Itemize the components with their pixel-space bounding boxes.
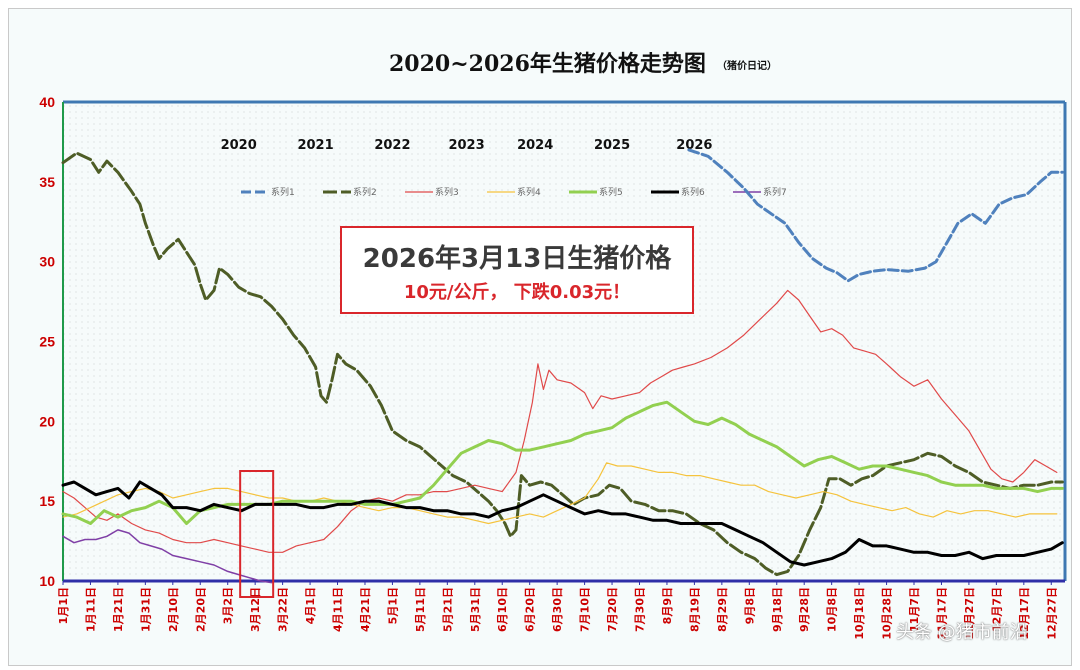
- legend-label-7: 系列7: [763, 186, 787, 198]
- watermark-text: 头条 @猪市前沿: [896, 622, 1028, 643]
- year-label-2022: 2022: [374, 138, 410, 153]
- x-tick-label: 3月2日: [222, 587, 235, 624]
- x-tick-label: 10月8日: [826, 587, 839, 632]
- y-tick-label: 35: [39, 174, 55, 190]
- x-tick-label: 7月30日: [633, 587, 646, 632]
- x-tick-label: 5月31日: [469, 587, 482, 632]
- year-label-2023: 2023: [448, 138, 484, 153]
- x-tick-label: 4月11日: [332, 587, 345, 632]
- plot-background: [63, 102, 1065, 581]
- x-tick-label: 4月1日: [304, 587, 317, 624]
- x-tick-label: 8月19日: [688, 587, 701, 632]
- x-tick-label: 8月29日: [716, 587, 729, 632]
- x-tick-label: 10月18日: [853, 587, 866, 640]
- series-line-6: [61, 480, 1064, 567]
- chart-title: 2020~2026年生猪价格走势图: [389, 51, 706, 77]
- year-label-2026: 2026: [676, 138, 712, 153]
- y-tick-label: 25: [39, 334, 55, 350]
- x-tick-label: 1月21日: [112, 587, 125, 632]
- x-tick-label: 2月10日: [167, 587, 180, 632]
- x-tick-label: 4月21日: [359, 587, 372, 632]
- series-line-2: [61, 151, 1064, 577]
- legend-label-5: 系列5: [599, 186, 623, 198]
- legend-label-2: 系列2: [353, 186, 377, 198]
- x-tick-label: 3月22日: [277, 587, 290, 632]
- series-line-5: [61, 400, 1064, 525]
- year-label-2024: 2024: [517, 138, 553, 153]
- series-line-4: [62, 462, 1058, 525]
- x-tick-label: 12月27日: [1045, 587, 1058, 640]
- y-tick-label: 30: [39, 254, 55, 270]
- x-tick-label: 11月7日: [908, 587, 921, 632]
- annotation-headline: 2026年3月13日生猪价格: [362, 244, 672, 274]
- legend-label-6: 系列6: [681, 186, 705, 198]
- x-tick-label: 1月11日: [84, 587, 97, 632]
- series-line-7: [62, 529, 273, 584]
- x-tick-label: 7月20日: [606, 587, 619, 632]
- x-tick-label: 9月18日: [771, 587, 784, 632]
- x-tick-label: 11月17日: [935, 587, 948, 640]
- legend-label-3: 系列3: [435, 186, 459, 198]
- x-tick-label: 7月10日: [579, 587, 592, 632]
- year-label-2025: 2025: [594, 138, 630, 153]
- series-line-1: [687, 148, 1064, 283]
- series-line-3: [62, 289, 1058, 553]
- legend-label-4: 系列4: [517, 186, 541, 198]
- x-tick-label: 5月1日: [386, 587, 399, 624]
- highlight-box-mar12: [239, 470, 275, 598]
- chart-subtitle: （猪价日记）: [717, 59, 777, 72]
- x-tick-label: 10月28日: [881, 587, 894, 640]
- year-label-2020: 2020: [221, 138, 257, 153]
- year-label-2021: 2021: [297, 138, 333, 153]
- x-tick-label: 8月9日: [661, 587, 674, 624]
- x-tick-label: 11月27日: [963, 587, 976, 640]
- x-tick-label: 1月31日: [139, 587, 152, 632]
- y-tick-label: 20: [39, 413, 55, 429]
- x-tick-label: 6月20日: [524, 587, 537, 632]
- x-tick-label: 3月12日: [249, 587, 262, 632]
- x-tick-label: 6月10日: [496, 587, 509, 632]
- x-tick-label: 12月7日: [990, 587, 1003, 632]
- x-tick-label: 9月28日: [798, 587, 811, 632]
- chart-frame: 2020~2026年生猪价格走势图 （猪价日记） 10 15 20 25 30 35 40 1月1…: [8, 8, 1072, 666]
- x-tick-label: 6月30日: [551, 587, 564, 632]
- y-tick-label: 15: [39, 493, 55, 509]
- x-tick-label: 5月11日: [414, 587, 427, 632]
- chart-canvas: 2020~2026年生猪价格走势图 （猪价日记）101520253035401月1…: [39, 51, 1067, 640]
- price-annotation-box: 2026年3月13日生猪价格 10元/公斤， 下跌0.03元！: [340, 226, 694, 314]
- x-tick-label: 9月8日: [743, 587, 756, 624]
- y-tick-label: 40: [39, 94, 55, 110]
- x-tick-label: 2月20日: [194, 587, 207, 632]
- y-tick-label: 10: [39, 573, 55, 589]
- x-tick-label: 5月21日: [441, 587, 454, 632]
- x-tick-label: 12月17日: [1018, 587, 1031, 640]
- legend-label-1: 系列1: [271, 186, 295, 198]
- x-tick-label: 1月1日: [57, 587, 70, 624]
- annotation-price-change: 10元/公斤， 下跌0.03元！: [403, 282, 631, 303]
